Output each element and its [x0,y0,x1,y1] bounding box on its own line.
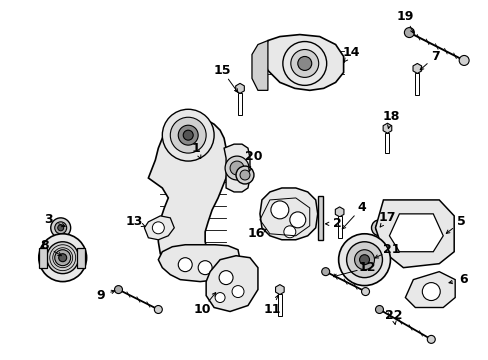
Text: 1: 1 [191,141,200,155]
Polygon shape [144,216,174,240]
Polygon shape [262,35,343,90]
Text: 19: 19 [396,10,413,23]
Text: 13: 13 [125,215,143,228]
Bar [337,216,341,238]
Polygon shape [383,123,391,133]
Circle shape [39,234,86,282]
Polygon shape [235,84,244,93]
Circle shape [282,41,326,85]
Circle shape [289,212,305,228]
Circle shape [427,336,434,343]
Polygon shape [375,200,453,268]
Polygon shape [275,285,284,294]
Circle shape [422,283,439,301]
Bar [238,93,242,115]
Text: 9: 9 [96,289,104,302]
Bar [277,294,281,316]
Text: 21: 21 [382,243,399,256]
Circle shape [375,306,383,314]
Circle shape [55,222,66,234]
Circle shape [47,242,79,274]
Bar [77,248,84,268]
Text: 15: 15 [213,64,230,77]
Circle shape [359,255,369,265]
Bar [39,248,47,268]
Circle shape [297,57,311,71]
Text: 12: 12 [358,261,375,274]
Circle shape [404,28,413,37]
Circle shape [198,261,212,275]
Circle shape [290,50,318,77]
Circle shape [59,254,66,262]
Circle shape [458,55,468,66]
Circle shape [375,224,383,232]
Polygon shape [405,272,454,307]
Text: 18: 18 [382,110,399,123]
Circle shape [219,271,233,285]
Circle shape [154,306,162,314]
Circle shape [224,156,248,180]
Text: 16: 16 [247,227,264,240]
Text: 4: 4 [356,201,365,215]
Circle shape [55,250,71,266]
Text: 3: 3 [44,213,53,226]
Polygon shape [412,63,421,73]
Circle shape [346,242,382,278]
Circle shape [229,161,244,175]
Circle shape [371,220,386,236]
Polygon shape [388,214,442,252]
Text: 14: 14 [342,46,360,59]
Circle shape [51,218,71,238]
Circle shape [114,285,122,293]
Text: 5: 5 [456,215,465,228]
Circle shape [270,201,288,219]
Text: 10: 10 [193,303,210,316]
Circle shape [215,293,224,302]
Circle shape [178,258,192,272]
Circle shape [162,109,214,161]
Circle shape [170,117,206,153]
Circle shape [58,225,63,231]
Bar [414,73,419,95]
Text: 17: 17 [378,211,395,224]
Circle shape [178,125,198,145]
Polygon shape [335,207,343,217]
Circle shape [338,234,389,285]
Polygon shape [148,118,229,280]
Text: 22: 22 [384,309,401,322]
Text: 20: 20 [244,150,262,163]
Polygon shape [206,256,258,311]
Polygon shape [224,144,249,192]
Circle shape [183,130,193,140]
Polygon shape [251,41,267,90]
Text: 8: 8 [41,239,49,252]
Circle shape [240,170,249,180]
Text: 2: 2 [333,217,341,230]
Text: 7: 7 [430,50,439,63]
Polygon shape [158,245,240,282]
Circle shape [321,268,329,276]
Text: 11: 11 [263,303,280,316]
Circle shape [236,166,253,184]
Bar [385,133,388,153]
Circle shape [232,285,244,298]
Circle shape [152,222,164,234]
Circle shape [354,250,374,270]
Circle shape [361,288,369,296]
Bar [317,196,322,240]
Circle shape [283,226,295,238]
Text: 6: 6 [458,273,467,286]
Polygon shape [260,188,317,240]
